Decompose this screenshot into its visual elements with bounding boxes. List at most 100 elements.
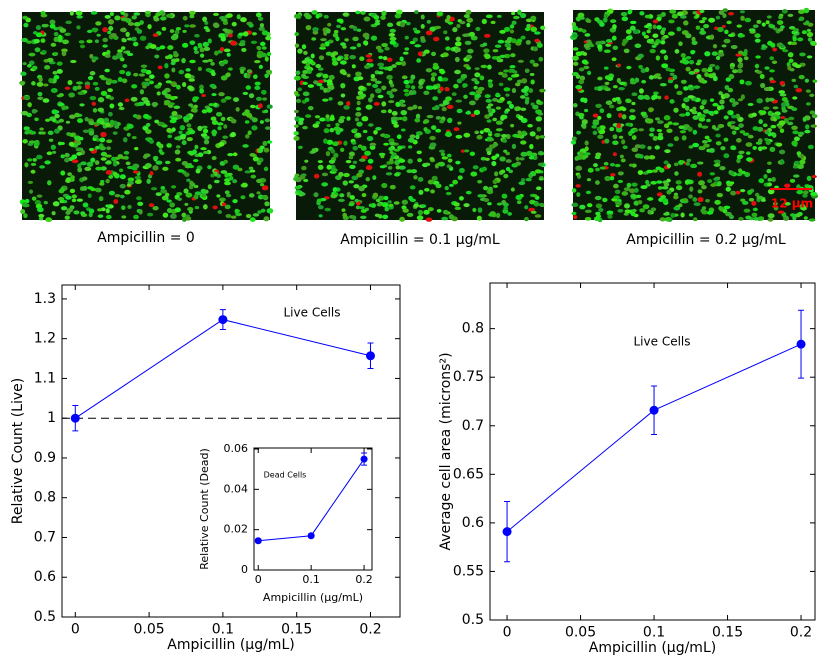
cell <box>723 153 730 159</box>
cell <box>611 35 617 41</box>
cell <box>323 30 328 36</box>
cell <box>192 149 197 155</box>
cell <box>127 165 134 170</box>
cell <box>493 184 498 188</box>
cell <box>107 88 113 93</box>
cell <box>210 61 215 66</box>
cell <box>120 57 125 62</box>
cell <box>637 53 645 59</box>
cell <box>704 135 710 140</box>
cell <box>772 132 777 138</box>
cell <box>447 21 454 25</box>
cell <box>125 31 130 38</box>
cell <box>121 205 126 211</box>
cell <box>410 74 416 80</box>
cell <box>449 183 454 187</box>
cell <box>134 27 140 31</box>
cell <box>388 203 394 208</box>
cell <box>408 79 414 84</box>
cell <box>257 210 262 214</box>
cell <box>220 98 227 103</box>
cell <box>756 98 763 104</box>
cell <box>691 36 696 42</box>
cell <box>103 117 110 124</box>
cell <box>643 155 650 160</box>
cell <box>537 162 545 167</box>
cell <box>31 196 37 201</box>
cell <box>715 133 721 138</box>
cell <box>123 150 130 155</box>
cell <box>138 73 146 77</box>
cell <box>663 115 671 121</box>
cell <box>418 84 424 90</box>
cell <box>374 80 382 85</box>
cell <box>260 208 266 213</box>
cell <box>360 145 367 151</box>
cell <box>413 203 419 208</box>
cell <box>422 120 428 124</box>
cell <box>258 64 263 70</box>
cell <box>575 165 583 171</box>
cell <box>776 20 784 26</box>
cell <box>688 194 693 199</box>
cell <box>599 125 606 131</box>
cell <box>480 156 487 161</box>
cell <box>595 167 600 172</box>
cell <box>425 85 431 90</box>
cell <box>261 46 267 50</box>
cell <box>528 88 534 93</box>
cell <box>698 77 705 83</box>
cell <box>802 193 808 198</box>
cell <box>387 66 393 72</box>
cell <box>208 103 215 107</box>
cell <box>152 155 159 160</box>
cell <box>355 205 361 210</box>
cell <box>792 164 799 169</box>
cell <box>455 99 463 103</box>
cell <box>324 207 331 212</box>
cell <box>713 110 719 115</box>
cell <box>88 208 95 214</box>
cell <box>723 93 730 99</box>
cell <box>338 118 345 124</box>
cell <box>810 124 817 128</box>
cell <box>460 149 466 153</box>
cell <box>602 197 608 203</box>
cell <box>776 142 783 147</box>
cell <box>320 38 327 42</box>
cell <box>527 124 533 128</box>
cell <box>307 106 314 111</box>
cell <box>111 55 119 60</box>
cell <box>134 179 142 184</box>
cell <box>517 130 522 135</box>
cell <box>389 36 397 41</box>
cell <box>242 144 249 148</box>
cell <box>135 114 142 120</box>
cell <box>685 162 690 166</box>
cell <box>475 26 481 32</box>
cell <box>189 24 196 28</box>
cell <box>293 109 299 114</box>
cell <box>532 46 539 52</box>
cell <box>763 174 768 179</box>
cell <box>772 201 778 206</box>
cell <box>539 89 544 93</box>
cell <box>666 178 671 183</box>
cell <box>613 85 618 89</box>
cell <box>359 93 367 98</box>
cell <box>575 74 581 79</box>
cell <box>329 116 335 122</box>
y-tick-label: 0.6 <box>34 569 56 585</box>
cell <box>722 13 727 19</box>
cell <box>736 173 743 177</box>
cell <box>400 110 408 116</box>
cell <box>743 56 749 61</box>
cell <box>648 155 656 160</box>
cell <box>41 131 46 135</box>
cell <box>293 136 300 141</box>
cell <box>65 177 71 183</box>
cell <box>352 128 358 132</box>
cell <box>43 83 49 87</box>
cell <box>256 191 261 195</box>
cell <box>779 128 785 133</box>
